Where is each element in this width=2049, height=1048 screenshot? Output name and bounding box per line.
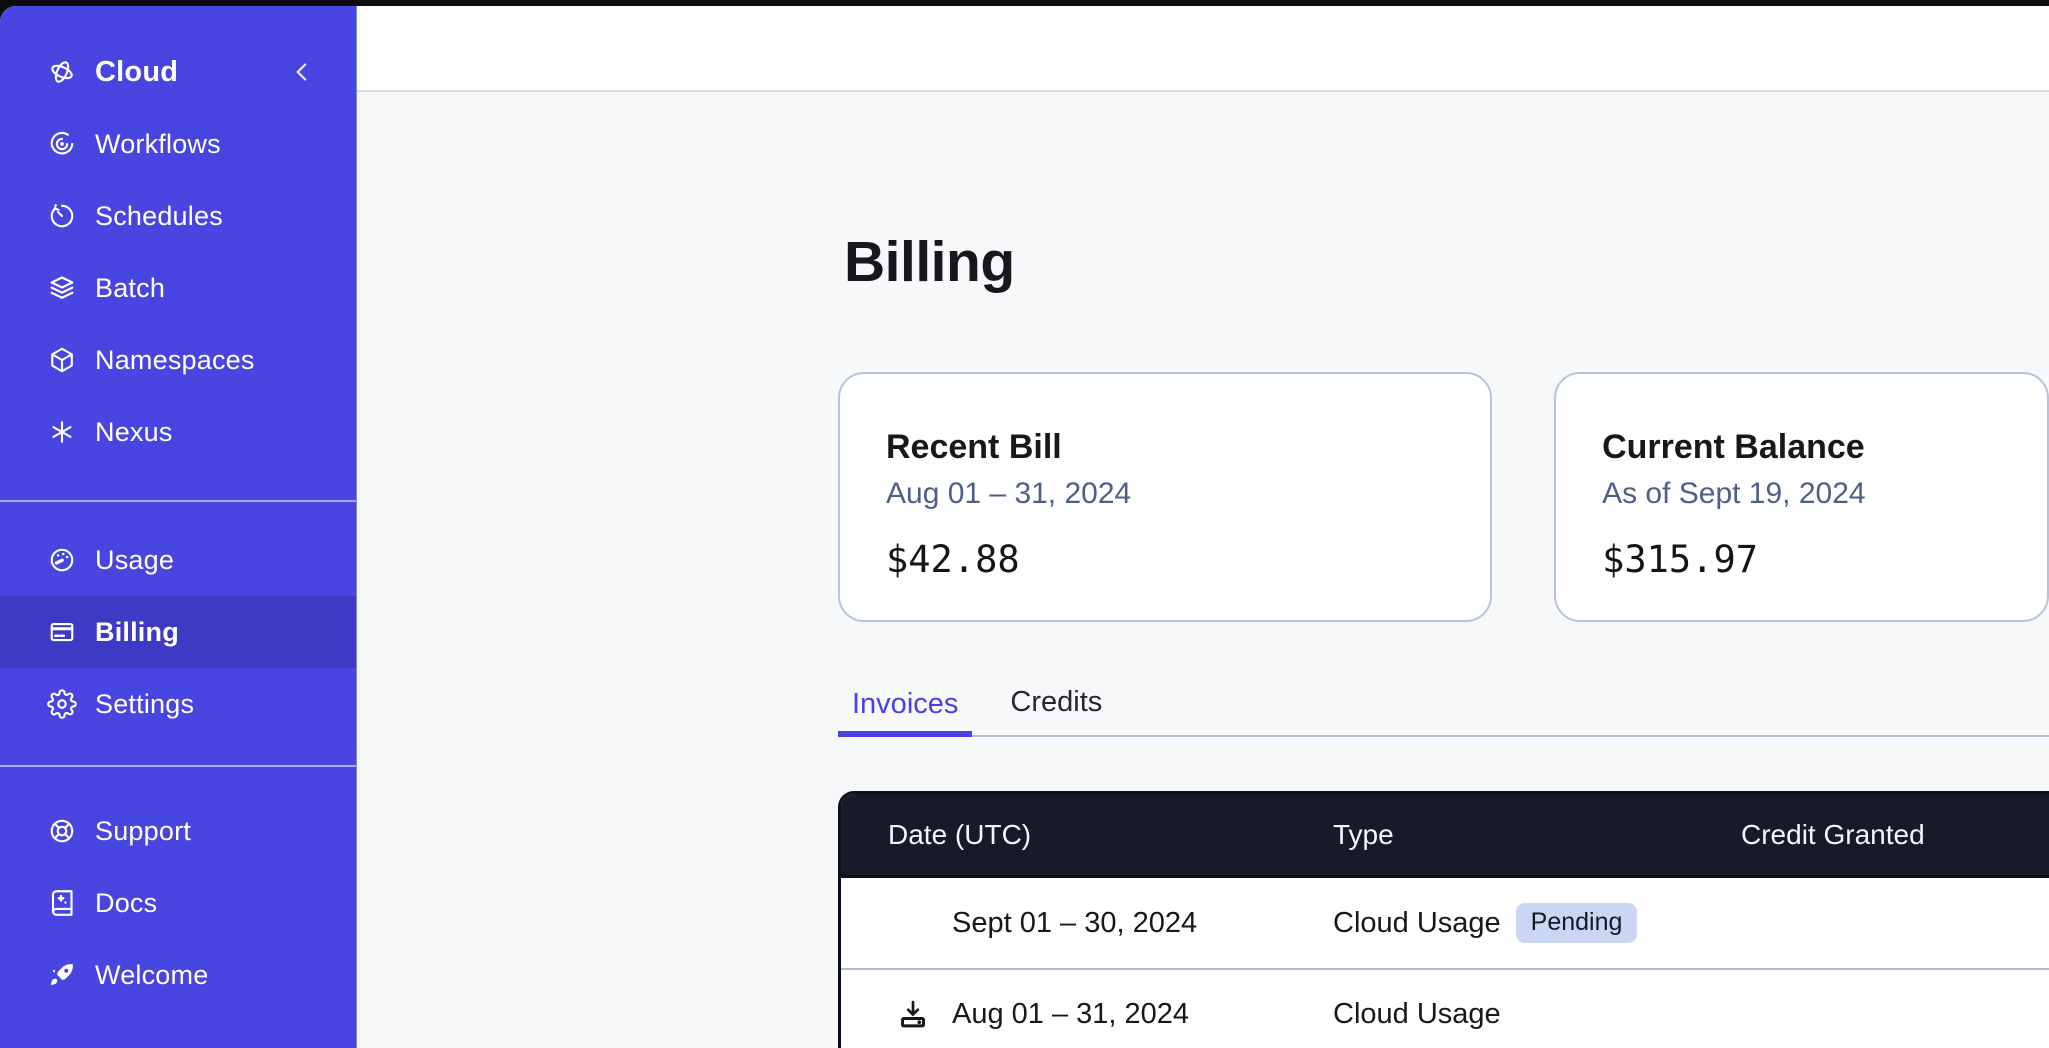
sidebar-nav-primary: Workflows Schedules bbox=[0, 108, 356, 468]
card-title: Current Balance bbox=[1602, 428, 1865, 466]
column-header-credit-granted: Credit Granted bbox=[1741, 818, 1925, 850]
sidebar-nav-help: Support Docs bbox=[0, 795, 356, 1011]
usage-icon bbox=[47, 545, 77, 575]
schedules-icon bbox=[47, 201, 77, 231]
table-row: Aug 01 – 31, 2024 Cloud Usage bbox=[841, 968, 2049, 1048]
sidebar-item-docs[interactable]: Docs bbox=[0, 867, 356, 939]
sidebar-item-label: Nexus bbox=[95, 416, 173, 447]
batch-icon bbox=[47, 273, 77, 303]
welcome-icon bbox=[47, 960, 77, 990]
sidebar-item-namespaces[interactable]: Namespaces bbox=[0, 324, 356, 396]
invoice-date: Sept 01 – 30, 2024 bbox=[952, 906, 1198, 939]
card-amount: $315.97 bbox=[1602, 538, 1758, 581]
sidebar-item-schedules[interactable]: Schedules bbox=[0, 180, 356, 252]
column-header-type: Type bbox=[1333, 818, 1394, 850]
brand-header: Cloud bbox=[0, 36, 356, 108]
download-icon bbox=[901, 1000, 925, 1028]
card-amount: $42.88 bbox=[886, 538, 1020, 581]
invoice-date-cell: Aug 01 – 31, 2024 bbox=[841, 997, 1333, 1031]
download-invoice-button[interactable] bbox=[896, 997, 930, 1031]
sidebar-item-billing[interactable]: Billing bbox=[0, 596, 356, 668]
download-slot-empty bbox=[896, 906, 930, 940]
invoice-date: Aug 01 – 31, 2024 bbox=[952, 997, 1190, 1030]
status-badge: Pending bbox=[1515, 903, 1638, 943]
sidebar-item-label: Workflows bbox=[95, 128, 221, 159]
support-icon bbox=[47, 816, 77, 846]
page-title: Billing bbox=[844, 230, 1015, 294]
top-bar bbox=[357, 6, 2049, 92]
sidebar: Cloud Workflows bbox=[0, 6, 357, 1048]
tab-credits[interactable]: Credits bbox=[1010, 686, 1103, 718]
sidebar-item-support[interactable]: Support bbox=[0, 795, 356, 867]
sidebar-item-nexus[interactable]: Nexus bbox=[0, 396, 356, 468]
sidebar-item-label: Docs bbox=[95, 887, 158, 918]
sidebar-item-label: Usage bbox=[95, 544, 175, 575]
workflows-icon bbox=[47, 129, 77, 159]
sidebar-item-label: Welcome bbox=[95, 959, 209, 990]
nexus-icon bbox=[47, 417, 77, 447]
sidebar-item-label: Settings bbox=[95, 688, 195, 719]
sidebar-collapse-button[interactable] bbox=[288, 58, 316, 86]
sidebar-item-label: Schedules bbox=[95, 200, 223, 231]
column-header-date: Date (UTC) bbox=[888, 818, 1032, 850]
invoices-table: Date (UTC) Type Credit Granted Sept 01 –… bbox=[838, 791, 2049, 1048]
invoice-type: Cloud Usage bbox=[1333, 906, 1501, 939]
settings-icon bbox=[47, 689, 77, 719]
sidebar-item-welcome[interactable]: Welcome bbox=[0, 939, 356, 1011]
sidebar-item-label: Billing bbox=[95, 616, 179, 647]
namespaces-icon bbox=[47, 345, 77, 375]
sidebar-divider bbox=[0, 765, 356, 767]
card-subtitle: As of Sept 19, 2024 bbox=[1602, 477, 1866, 510]
brand-label: Cloud bbox=[95, 55, 179, 88]
tab-invoices[interactable]: Invoices bbox=[838, 680, 973, 737]
billing-page: Billing Recent Bill Aug 01 – 31, 2024 $4… bbox=[357, 226, 2049, 1048]
temporal-logo-icon bbox=[47, 57, 77, 87]
card-subtitle: Aug 01 – 31, 2024 bbox=[886, 477, 1132, 510]
invoice-date-cell: Sept 01 – 30, 2024 bbox=[841, 906, 1333, 940]
sidebar-nav-account: Usage Billing bbox=[0, 524, 356, 740]
card-title: Recent Bill bbox=[886, 428, 1062, 466]
docs-icon bbox=[47, 888, 77, 918]
recent-bill-card: Recent Bill Aug 01 – 31, 2024 $42.88 bbox=[838, 372, 1493, 622]
sidebar-item-settings[interactable]: Settings bbox=[0, 668, 356, 740]
sidebar-item-workflows[interactable]: Workflows bbox=[0, 108, 356, 180]
table-header-row: Date (UTC) Type Credit Granted bbox=[841, 794, 2049, 878]
invoice-type: Cloud Usage bbox=[1333, 997, 1501, 1030]
app-window: Cloud Workflows bbox=[0, 6, 2049, 1048]
invoice-type-cell: Cloud Usage bbox=[1333, 998, 1741, 1031]
sidebar-item-label: Namespaces bbox=[95, 344, 255, 375]
sidebar-item-batch[interactable]: Batch bbox=[0, 252, 356, 324]
table-row: Sept 01 – 30, 2024 Cloud Usage Pending bbox=[841, 878, 2049, 968]
sidebar-item-label: Batch bbox=[95, 272, 166, 303]
summary-cards: Recent Bill Aug 01 – 31, 2024 $42.88 Cur… bbox=[838, 372, 2049, 622]
billing-tabs: Invoices Credits bbox=[838, 678, 2049, 737]
current-balance-card: Current Balance As of Sept 19, 2024 $315… bbox=[1554, 372, 2049, 622]
sidebar-item-label: Support bbox=[95, 815, 191, 846]
invoice-type-cell: Cloud Usage Pending bbox=[1333, 903, 1741, 943]
billing-icon bbox=[47, 617, 77, 647]
sidebar-divider bbox=[0, 500, 356, 502]
sidebar-item-usage[interactable]: Usage bbox=[0, 524, 356, 596]
